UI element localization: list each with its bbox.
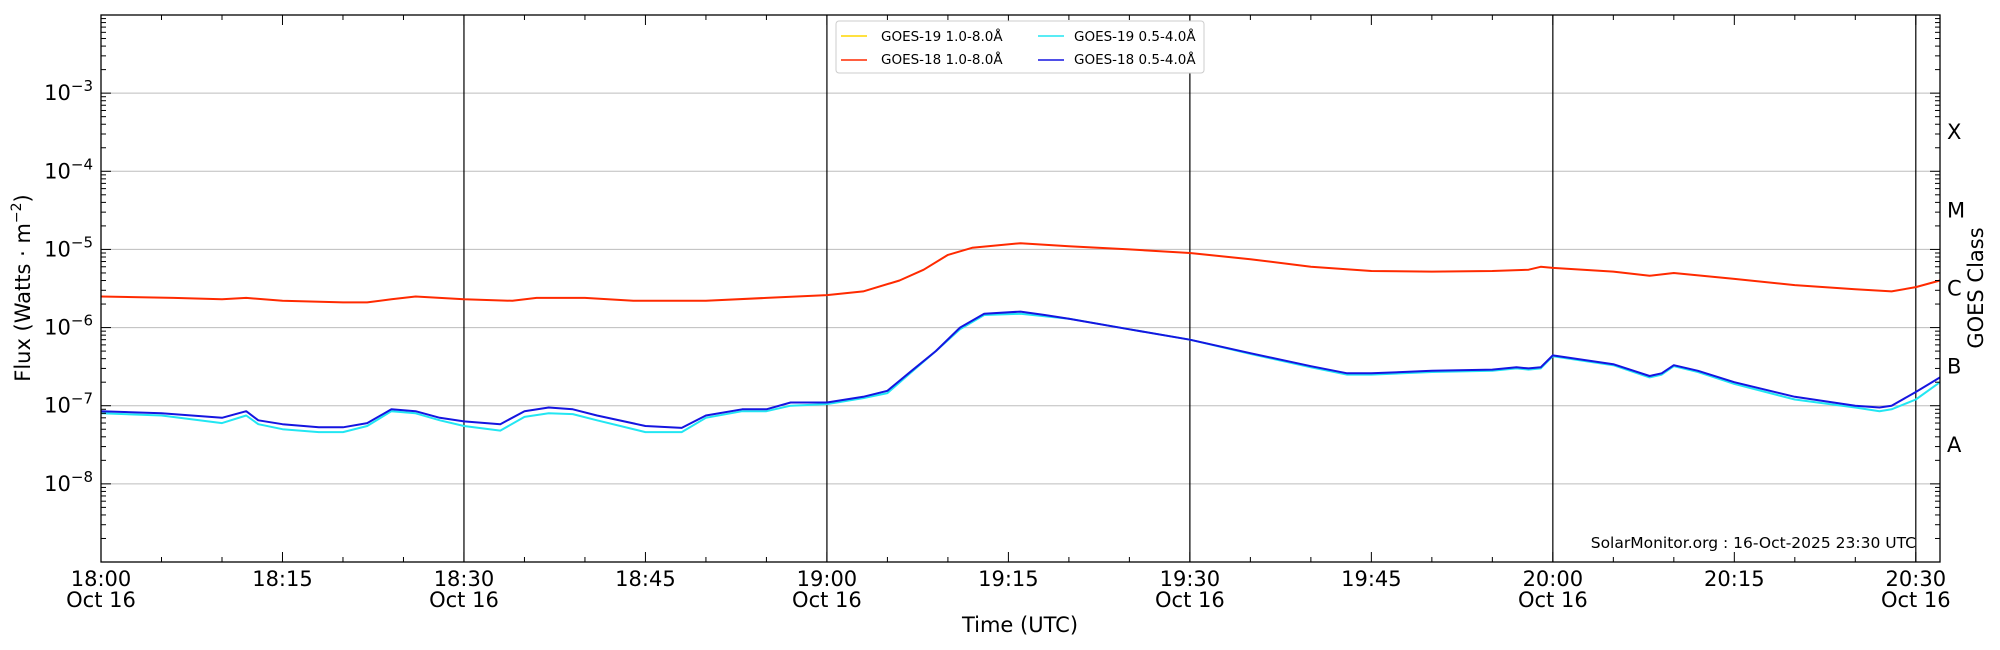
- y-tick-label-exponent: −7: [71, 390, 93, 408]
- y-tick-label-base: 10: [44, 316, 71, 340]
- y-tick-label: 10−8: [44, 468, 93, 496]
- x-tick-label: 19:00: [797, 567, 858, 591]
- x-tick-date-label: Oct 16: [429, 588, 499, 612]
- goes-class-label: A: [1947, 433, 1962, 457]
- series-line-1: [100, 242, 1941, 304]
- y-tick-label: 10−7: [44, 390, 93, 418]
- y-tick-label: 10−5: [44, 233, 93, 261]
- y-tick-label-base: 10: [44, 394, 71, 418]
- plot-frame: [100, 14, 1941, 563]
- series-layer: [100, 242, 1941, 434]
- tick-layer: [100, 15, 1940, 563]
- x-tick-label: 20:15: [1704, 567, 1765, 591]
- x-tick-date-label: Oct 16: [66, 588, 136, 612]
- y-axis-title-exponent: −2: [9, 202, 25, 223]
- x-tick-date-label: Oct 16: [1155, 588, 1225, 612]
- y-tick-label-base: 10: [44, 159, 71, 183]
- y-tick-label-exponent: −8: [71, 468, 93, 486]
- x-tick-date-label: Oct 16: [1881, 588, 1951, 612]
- legend-box: [835, 20, 1205, 74]
- vertical-line-layer: [463, 15, 1917, 562]
- y-tick-label-exponent: −5: [71, 233, 93, 251]
- legend-label-goes19-long: GOES-19 1.0-8.0Å: [881, 28, 1003, 45]
- legend-label-goes19-short: GOES-19 0.5-4.0Å: [1074, 28, 1196, 45]
- goes-class-label: C: [1947, 277, 1962, 301]
- y-tick-label: 10−4: [44, 155, 93, 183]
- x-tick-date-label: Oct 16: [1518, 588, 1588, 612]
- x-tick-label: 18:45: [615, 567, 676, 591]
- y-tick-label-exponent: −6: [71, 312, 93, 330]
- y-tick-label-base: 10: [44, 237, 71, 261]
- y-tick-label: 10−6: [44, 312, 93, 340]
- y-tick-label-base: 10: [44, 472, 71, 496]
- y-tick-label: 10−3: [44, 77, 93, 105]
- goes-class-label: X: [1947, 120, 1961, 144]
- y-tick-label-exponent: −4: [71, 155, 93, 173]
- x-tick-label: 18:00: [71, 567, 132, 591]
- legend-label-goes18-long: GOES-18 1.0-8.0Å: [881, 51, 1003, 68]
- legend-label-goes18-short: GOES-18 0.5-4.0Å: [1074, 51, 1196, 68]
- goes-class-axis-title: GOES Class: [1964, 227, 1988, 348]
- x-axis-title: Time (UTC): [961, 613, 1078, 637]
- y-axis-title-main: Flux (Watts · m: [11, 223, 35, 382]
- y-tick-label-base: 10: [44, 81, 71, 105]
- y-axis-title: Flux (Watts · m−2): [9, 194, 35, 382]
- x-tick-label: 19:30: [1160, 567, 1221, 591]
- y-axis-title-close: ): [11, 194, 35, 202]
- x-tick-date-label: Oct 16: [792, 588, 862, 612]
- goes-class-label: B: [1947, 355, 1961, 379]
- series-line-3: [100, 310, 1941, 429]
- x-tick-label: 19:45: [1341, 567, 1402, 591]
- x-tick-label: 20:00: [1523, 567, 1584, 591]
- grid-layer: [101, 92, 1940, 485]
- x-tick-label: 18:30: [434, 567, 495, 591]
- y-tick-label-exponent: −3: [71, 77, 93, 95]
- x-tick-label: 20:30: [1886, 567, 1947, 591]
- x-tick-label: 19:15: [978, 567, 1039, 591]
- watermark-text: SolarMonitor.org : 16-Oct-2025 23:30 UTC: [1591, 534, 1916, 552]
- goes-class-label: M: [1947, 198, 1965, 222]
- legend: GOES-19 1.0-8.0Å GOES-18 1.0-8.0Å GOES-1…: [835, 20, 1205, 74]
- x-tick-label: 18:15: [252, 567, 313, 591]
